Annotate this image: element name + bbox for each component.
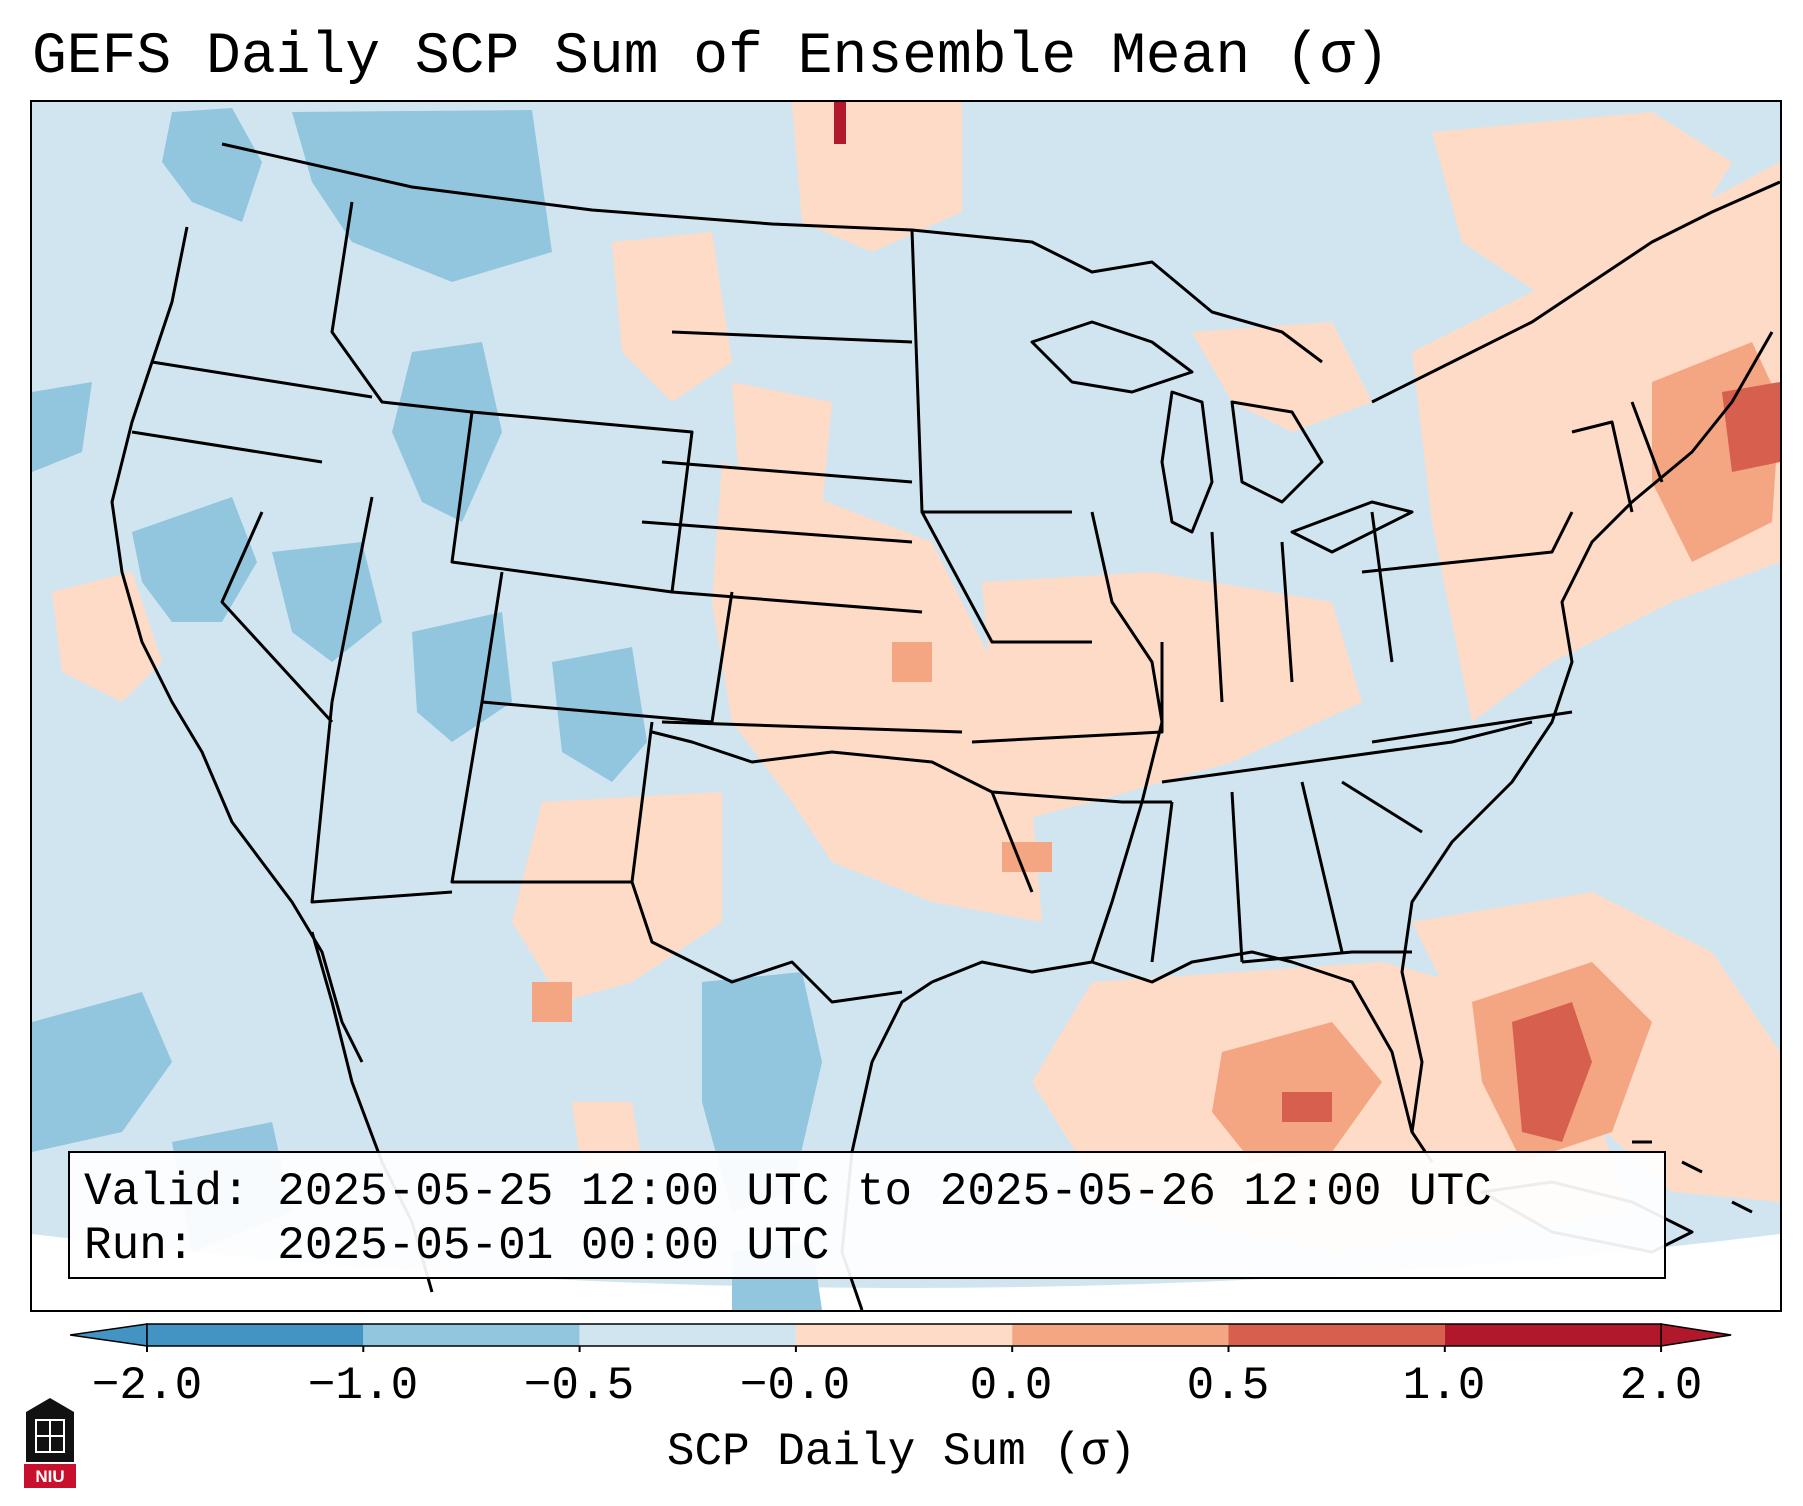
st-lawrence <box>1371 180 1780 404</box>
valid-label: Valid: <box>84 1166 250 1218</box>
valid-run-infobox: Valid: 2025-05-25 12:00 UTC to 2025-05-2… <box>68 1151 1666 1279</box>
colorbar-tick-label: 0.5 <box>1186 1360 1270 1412</box>
anomaly-pacific-west <box>32 382 92 472</box>
state-line-ny-vt <box>1571 420 1634 513</box>
state-line-nh-me <box>1630 401 1664 483</box>
state-line-il-in <box>1210 531 1224 703</box>
state-line-az <box>310 701 453 904</box>
map-panel: Valid: 2025-05-25 12:00 UTC to 2025-05-2… <box>30 100 1782 1312</box>
strong-positive-areas <box>1282 382 1780 1142</box>
colorbar-frame <box>146 1323 1662 1347</box>
lake-erie <box>1290 500 1414 554</box>
state-line-oh-pa <box>1370 511 1394 663</box>
colorbar <box>70 1323 1732 1352</box>
colorbar-extend-low <box>70 1323 148 1347</box>
anomaly-arkansas-moderate <box>1002 842 1052 872</box>
anomaly-nd-max <box>834 102 846 144</box>
state-line-tx-outline <box>630 881 903 1004</box>
colorbar-bin <box>363 1324 580 1346</box>
anomaly-colorado <box>552 647 647 782</box>
state-line-id-mt <box>330 201 473 414</box>
colorbar-bin <box>1444 1324 1662 1346</box>
colorbar-bin <box>147 1324 364 1346</box>
logo-text: NIU <box>35 1467 64 1486</box>
state-line-ga-fl <box>1241 950 1412 964</box>
state-line-nm <box>450 701 654 884</box>
state-line-ia-mo <box>920 511 1092 644</box>
run-line: Run: 2025-05-01 00:00 UTC <box>84 1219 1650 1273</box>
colorbar-bin <box>579 1324 796 1346</box>
colorbar-tick-label: 1.0 <box>1402 1360 1486 1412</box>
anomaly-montana <box>292 110 552 282</box>
us-gulf-coast <box>931 950 1434 1163</box>
anomaly-pacific-sw <box>32 992 172 1152</box>
state-line-ne-ks <box>641 520 963 734</box>
anomaly-central-plains <box>712 462 1042 922</box>
atlantic-coast <box>1400 331 1774 1133</box>
colorbar-bin <box>1228 1324 1445 1346</box>
colorbar-tick-label: 0.0 <box>969 1360 1053 1412</box>
colorbar-tick-label: −0.5 <box>523 1360 635 1412</box>
anomaly-plains-moderate <box>892 642 932 682</box>
state-line-mississippi <box>1090 511 1164 963</box>
state-line-or-ca <box>131 430 323 464</box>
anomaly-northeast <box>1412 162 1780 722</box>
us-canada-border <box>221 142 1323 364</box>
colorbar-tick-label: 2.0 <box>1619 1360 1703 1412</box>
state-line-ut-co <box>330 496 374 703</box>
colorbar-tick-label: −0.0 <box>739 1360 851 1412</box>
anomaly-maine-strong <box>1722 382 1780 472</box>
colorbar-title: SCP Daily Sum (σ) <box>666 1426 1137 1478</box>
map-title: GEFS Daily SCP Sum of Ensemble Mean (σ) <box>32 25 1390 90</box>
state-line-mo-ar <box>971 642 1164 744</box>
colorbar-bin <box>795 1324 1013 1346</box>
colorbar-tick-label: −2.0 <box>91 1360 203 1412</box>
run-value: 2025-05-01 00:00 UTC <box>277 1220 830 1272</box>
anomaly-pacific-nw <box>162 108 262 222</box>
anomaly-arizona-nm-moderate <box>532 982 572 1022</box>
anomaly-gulf-strong <box>1282 1092 1332 1122</box>
anomaly-utah <box>412 612 512 742</box>
state-line-co <box>480 571 734 724</box>
max-positive-areas <box>834 102 846 144</box>
anomaly-nebraska <box>732 382 832 522</box>
colorbar-extend-high <box>1660 1323 1732 1347</box>
anomaly-great-basin <box>272 542 382 662</box>
anomaly-great-lakes-ne <box>1192 322 1372 432</box>
anomaly-canada-east <box>1432 112 1732 302</box>
lake-michigan <box>1160 390 1214 534</box>
niu-logo: NIU <box>24 1398 76 1488</box>
anomaly-midwest <box>982 572 1362 822</box>
colorbar-tick-label: −1.0 <box>307 1360 419 1412</box>
state-line-pa-ny <box>1361 511 1574 574</box>
run-label: Run: <box>84 1220 195 1272</box>
state-line-nv-ut <box>220 511 334 724</box>
lake-superior <box>1030 320 1194 394</box>
logo-banner <box>24 1464 76 1488</box>
state-line-ga-sc <box>1341 780 1423 834</box>
state-line-wa-or <box>151 360 373 399</box>
valid-line: Valid: 2025-05-25 12:00 UTC to 2025-05-2… <box>84 1165 1650 1219</box>
state-line-tn-ms-al <box>1150 781 1344 963</box>
map-canvas <box>32 102 1780 1310</box>
anomaly-idaho <box>392 342 502 522</box>
bahamas <box>1632 1140 1753 1214</box>
state-line-nd-sd <box>661 330 913 484</box>
anomaly-atlantic-strong <box>1512 1002 1592 1142</box>
anomaly-dakota-wy <box>612 232 732 402</box>
colorbar-bin <box>1012 1324 1229 1346</box>
state-line-nc-va <box>1371 710 1573 744</box>
state-line-in-oh <box>1280 541 1294 683</box>
valid-value: 2025-05-25 12:00 UTC to 2025-05-26 12:00… <box>277 1166 1492 1218</box>
state-line-ar-la <box>991 790 1172 804</box>
lake-huron <box>1230 400 1324 504</box>
state-line-ky-tn <box>1161 720 1533 784</box>
anomaly-california-coast <box>52 572 162 702</box>
